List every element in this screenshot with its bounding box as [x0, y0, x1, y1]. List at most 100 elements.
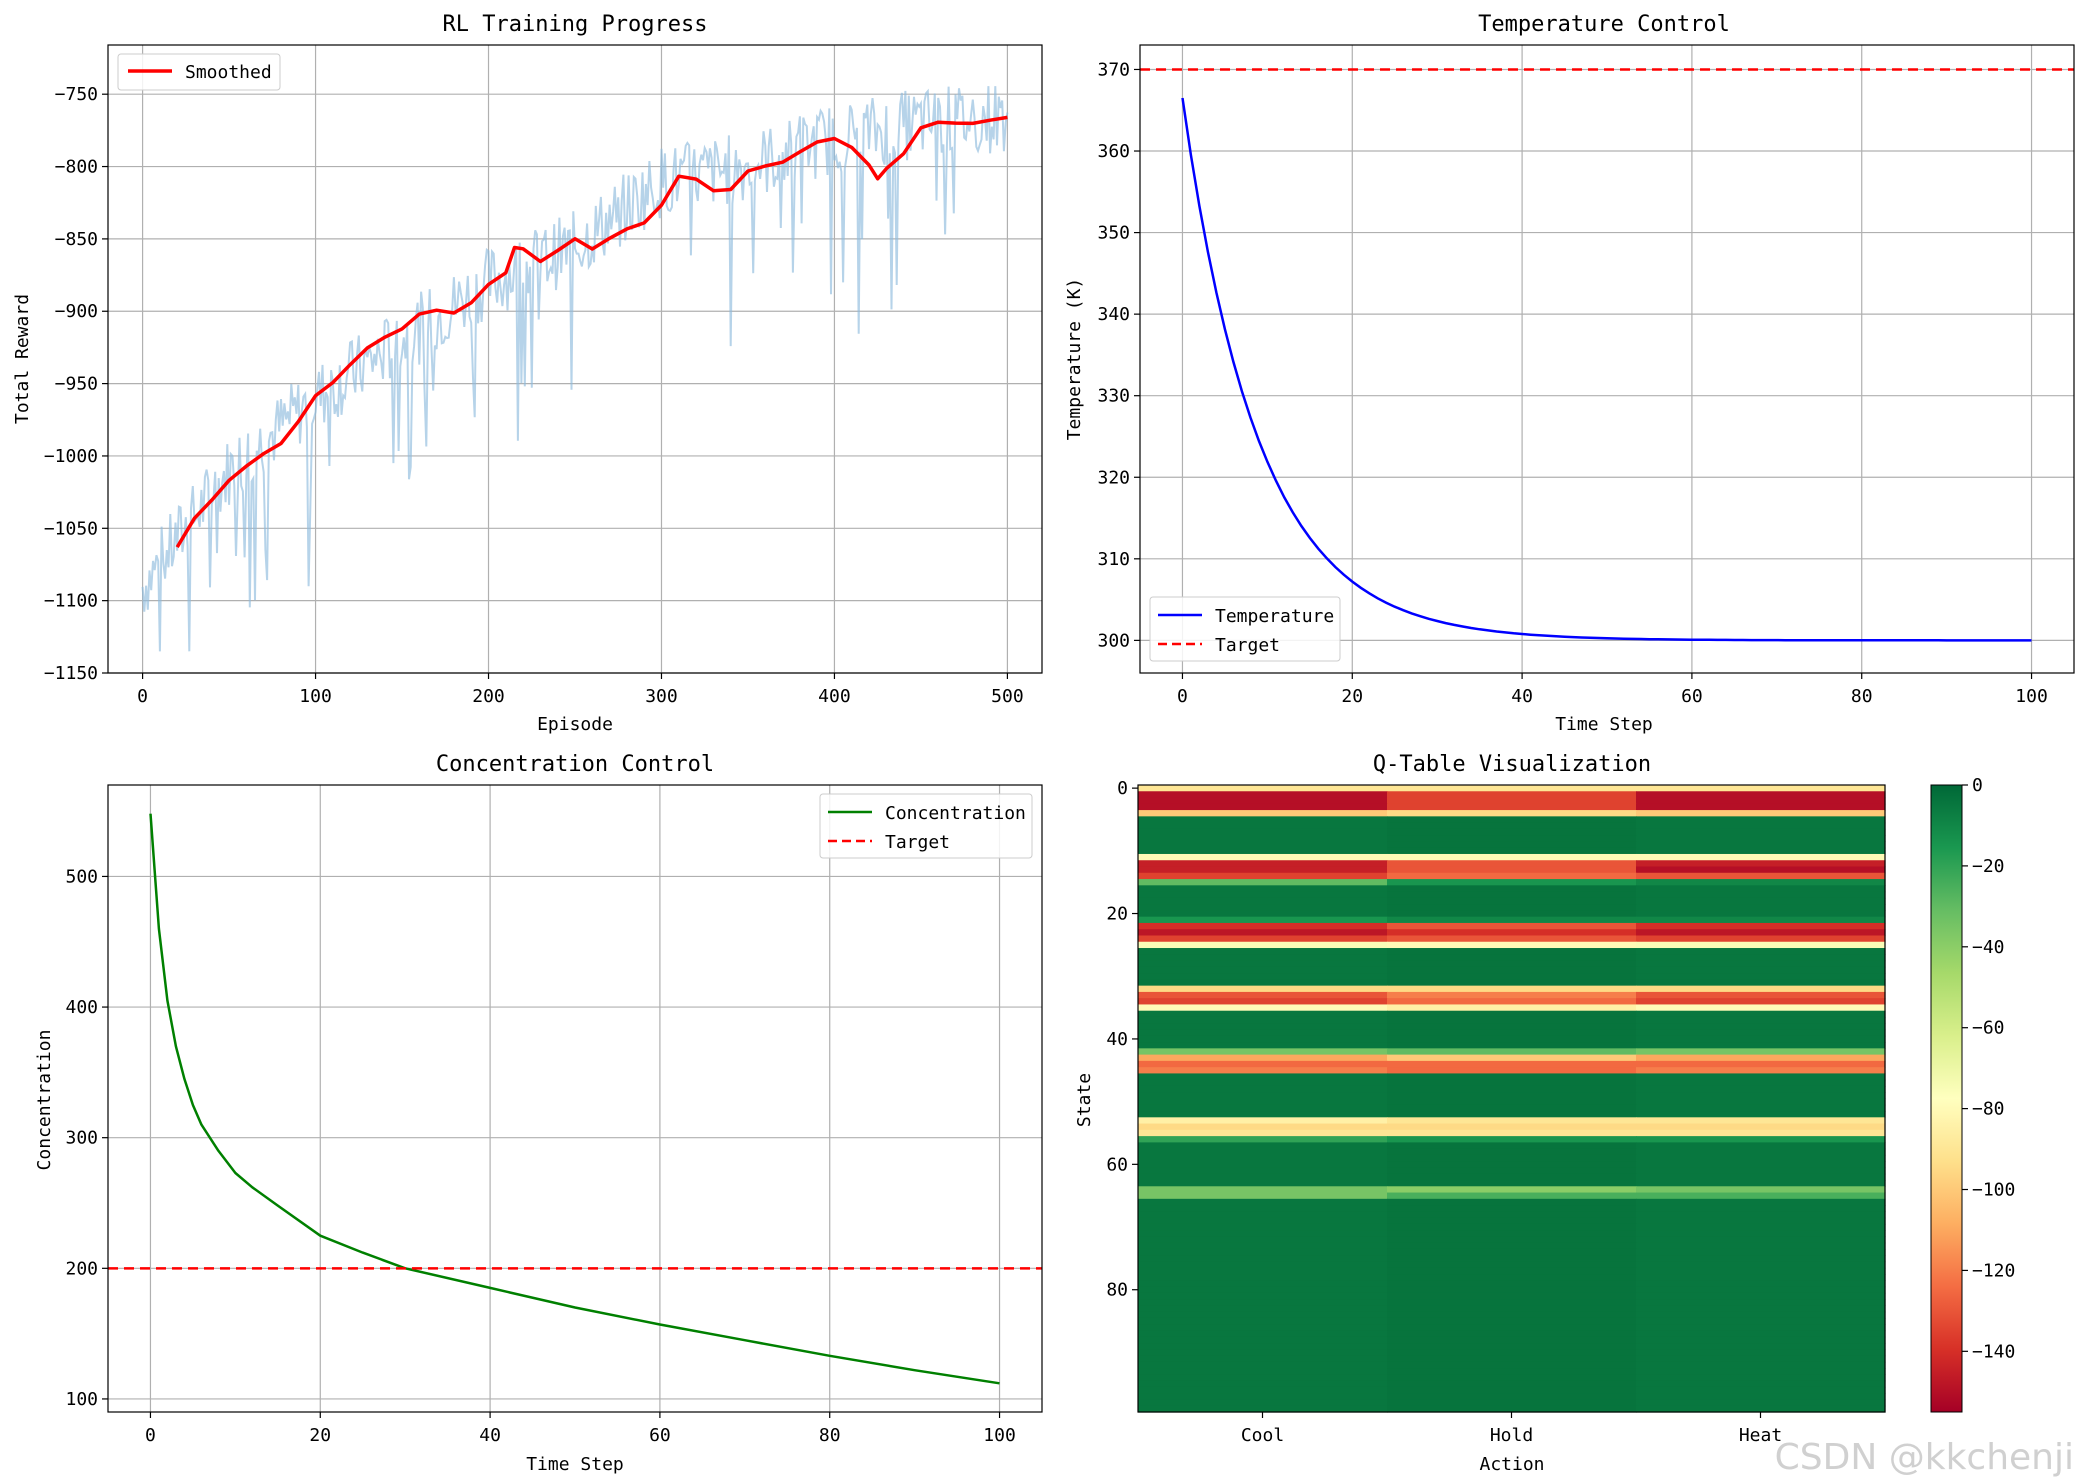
- qtable-cell: [1636, 1330, 1886, 1338]
- qtable-cell: [1636, 1311, 1886, 1319]
- qtable-ytick-3: 60: [1106, 1154, 1128, 1175]
- qtable-cell: [1138, 1230, 1388, 1238]
- qtable-cell: [1636, 1136, 1886, 1143]
- watermark: CSDN @kkchenji: [1774, 1437, 2074, 1478]
- qtable-cell: [1636, 1255, 1886, 1263]
- qtable-cell: [1138, 1242, 1388, 1250]
- qtable-cell: [1138, 1142, 1388, 1150]
- qtable-cell: [1387, 1154, 1637, 1162]
- qtable-cell: [1138, 935, 1388, 943]
- qtable-cell: [1387, 1060, 1637, 1068]
- qtable-cell: [1138, 1311, 1388, 1319]
- qtable-cell: [1636, 1248, 1886, 1256]
- qtable-cell: [1387, 1336, 1637, 1344]
- qtable-cell: [1387, 1230, 1637, 1238]
- qtable-cell: [1138, 1343, 1388, 1350]
- qtable-cell: [1636, 897, 1886, 905]
- qtable-cell: [1387, 1092, 1637, 1100]
- qtable-cell: [1636, 1123, 1886, 1131]
- qtable-cell: [1636, 828, 1886, 836]
- qtable-cell: [1138, 1104, 1388, 1112]
- training-xtick-1: 100: [299, 686, 332, 707]
- qtable-cell: [1387, 1324, 1637, 1332]
- training-legend-box: [117, 53, 281, 91]
- qtable-cell: [1636, 1079, 1886, 1087]
- qtable-cell: [1138, 1205, 1388, 1212]
- training-ylabel: Total Reward: [12, 294, 33, 424]
- qtable-cell: [1138, 954, 1388, 962]
- temperature-ytick-7: 370: [1097, 59, 1130, 80]
- qtable-cell: [1636, 816, 1886, 824]
- training-ytick-8: −750: [55, 84, 98, 105]
- qtable-cell: [1387, 1374, 1637, 1382]
- qtable-cell: [1636, 1016, 1886, 1024]
- qtable-ytick-1: 20: [1106, 904, 1128, 925]
- qtable-cell: [1138, 860, 1388, 868]
- concentration-title: Concentration Control: [436, 752, 714, 777]
- qtable-cell: [1387, 785, 1637, 792]
- qtable-cell: [1636, 1067, 1886, 1075]
- qtable-cell: [1138, 1079, 1388, 1087]
- qtable-cell: [1387, 879, 1637, 886]
- qtable-cell: [1636, 979, 1886, 987]
- colorbar-ticks: 0 −20 −40 −60 −80 −100 −120 −140: [1962, 775, 2015, 1362]
- qtable-cell: [1138, 803, 1388, 811]
- concentration-axes-frame: [107, 784, 1043, 1413]
- qtable-cell: [1636, 1173, 1886, 1181]
- qtable-cell: [1387, 1148, 1637, 1156]
- qtable-cell: [1138, 1073, 1388, 1081]
- qtable-cell: [1138, 1324, 1388, 1332]
- qtable-cell: [1636, 841, 1886, 849]
- qtable-cell: [1636, 1405, 1886, 1413]
- qtable-cell: [1138, 1154, 1388, 1162]
- concentration-ticks: 0 20 40 60 80 100 100 200 300 400 500: [65, 866, 1015, 1446]
- temperature-ytick-4: 340: [1097, 304, 1130, 325]
- qtable-cell: [1387, 803, 1637, 811]
- qtable-cell: [1138, 1085, 1388, 1093]
- temperature-legend: Temperature Target: [1149, 596, 1341, 662]
- qtable-cell: [1387, 985, 1637, 993]
- colorbar-tick-0: 0: [1972, 775, 1983, 796]
- qtable-cell: [1138, 1255, 1388, 1263]
- training-xtick-2: 200: [472, 686, 505, 707]
- training-axes-frame: [107, 44, 1043, 674]
- qtable-cell: [1387, 1180, 1637, 1187]
- qtable-title: Q-Table Visualization: [1373, 752, 1651, 777]
- qtable-cell: [1387, 991, 1637, 999]
- qtable-cell: [1636, 929, 1886, 937]
- colorbar-tick-6: −120: [1972, 1260, 2015, 1281]
- qtable-cell: [1387, 929, 1637, 937]
- qtable-cell: [1387, 791, 1637, 799]
- training-legend-smoothed: Smoothed: [185, 62, 272, 83]
- qtable-cell: [1138, 1405, 1388, 1413]
- qtable-cell: [1636, 1186, 1886, 1194]
- training-title: RL Training Progress: [443, 12, 708, 37]
- qtable-cell: [1387, 828, 1637, 836]
- qtable-cell: [1138, 1198, 1388, 1206]
- colorbar-tick-1: −20: [1972, 856, 2005, 877]
- qtable-cell: [1138, 1299, 1388, 1307]
- temperature-xtick-4: 80: [1851, 686, 1873, 707]
- temperature-xlabel: Time Step: [1555, 714, 1653, 735]
- qtable-cell: [1387, 1067, 1637, 1075]
- qtable-xtick-0: Cool: [1241, 1425, 1284, 1446]
- panel-concentration: Concentration Control 0 20 40 60 80 100 100 200…: [34, 752, 1043, 1475]
- qtable-cell: [1636, 853, 1886, 861]
- qtable-xlabel: Action: [1479, 1454, 1544, 1475]
- qtable-cell: [1138, 1004, 1388, 1012]
- colorbar-tick-2: −40: [1972, 937, 2005, 958]
- qtable-cell: [1138, 948, 1388, 955]
- qtable-cell: [1138, 835, 1388, 843]
- training-xtick-4: 400: [818, 686, 851, 707]
- qtable-cell: [1636, 1286, 1886, 1294]
- qtable-cell: [1636, 1104, 1886, 1112]
- concentration-grid: [108, 785, 1042, 1412]
- qtable-ytick-4: 80: [1106, 1280, 1128, 1301]
- qtable-cell: [1387, 1035, 1637, 1043]
- qtable-cell: [1387, 935, 1637, 943]
- qtable-cells: [1138, 785, 1886, 1413]
- qtable-cell: [1138, 1380, 1388, 1388]
- qtable-cell: [1636, 916, 1886, 924]
- qtable-cell: [1138, 1173, 1388, 1181]
